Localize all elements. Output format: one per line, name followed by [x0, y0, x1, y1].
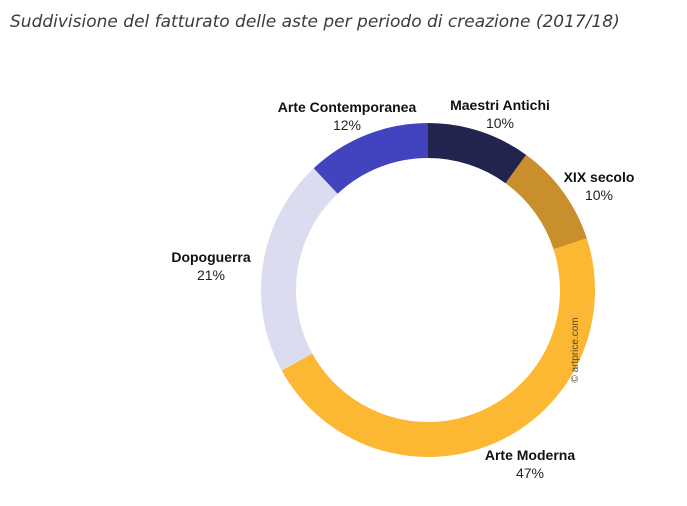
slice-xix-secolo [505, 154, 587, 250]
slice-value-label: 21% [197, 267, 225, 283]
slice-label: Arte Moderna [485, 447, 575, 463]
slice-label: Arte Contemporanea [278, 99, 417, 115]
slice-value-label: 12% [333, 117, 361, 133]
slice-label: XIX secolo [564, 169, 635, 185]
slice-value-label: 47% [516, 465, 544, 481]
slice-dopoguerra [261, 168, 338, 371]
slice-value-label: 10% [585, 187, 613, 203]
slice-arte-contemporanea [313, 123, 428, 194]
slice-arte-moderna [281, 238, 595, 457]
slice-maestri-antichi [428, 123, 527, 184]
slice-value-label: 10% [486, 115, 514, 131]
slice-label: Maestri Antichi [450, 97, 550, 113]
chart-title: Suddivisione del fatturato delle aste pe… [10, 12, 620, 32]
slice-label: Dopoguerra [171, 249, 251, 265]
watermark: © artprice.com [570, 317, 581, 382]
